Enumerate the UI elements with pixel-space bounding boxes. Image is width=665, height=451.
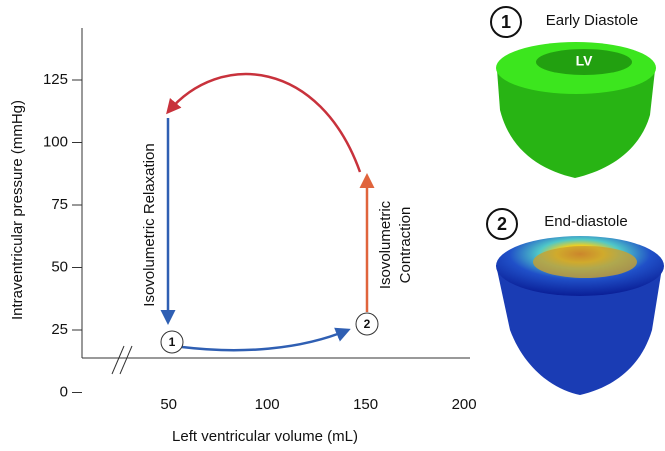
x-axis-label: Left ventricular volume (mL) [172,428,358,445]
y-tick-label: 50 [51,258,68,275]
annotation: Contraction [397,207,414,284]
x-tick-label: 150 [353,396,378,413]
annotation: Isovolumetric Relaxation [141,143,158,306]
panel-title: End-diastole [544,213,627,230]
panel-number-circle [490,6,522,38]
x-tick-label: 200 [452,396,477,413]
panel-label: LV [576,53,594,69]
point-marker [160,330,184,354]
y-tick-label: 125 [43,71,68,88]
x-tick-label: 50 [160,396,177,413]
x-tick-label: 100 [255,396,280,413]
y-tick-label: 75 [51,196,68,213]
panel-number-circle [486,208,518,240]
panel: 2 End-diastole [486,208,664,395]
y-tick-label: 100 [43,133,68,150]
axis-break [119,345,133,375]
heart-image [496,265,662,395]
point-label: 2 [364,317,371,331]
y-tick-label: 25 [51,321,68,338]
plot: 1 2 Isovolumetric Relaxation Isovolumetr… [9,28,477,445]
y-axis-label: Intraventricular pressure (mmHg) [9,100,26,320]
panel: 1 Early Diastole LV [490,6,656,178]
panel-number: 2 [497,214,507,234]
panel-number: 1 [501,12,511,32]
annotation: Isovolumetric [377,200,394,289]
arrow [181,327,351,352]
point-marker [355,312,379,336]
heart-image [536,49,632,75]
y-tick-label: 0 [60,383,68,400]
axis-break [111,345,125,375]
arrow [166,72,362,173]
point-label: 1 [169,335,176,349]
panel-title: Early Diastole [546,12,639,29]
heart-image [497,70,655,178]
heart-image [533,246,637,278]
